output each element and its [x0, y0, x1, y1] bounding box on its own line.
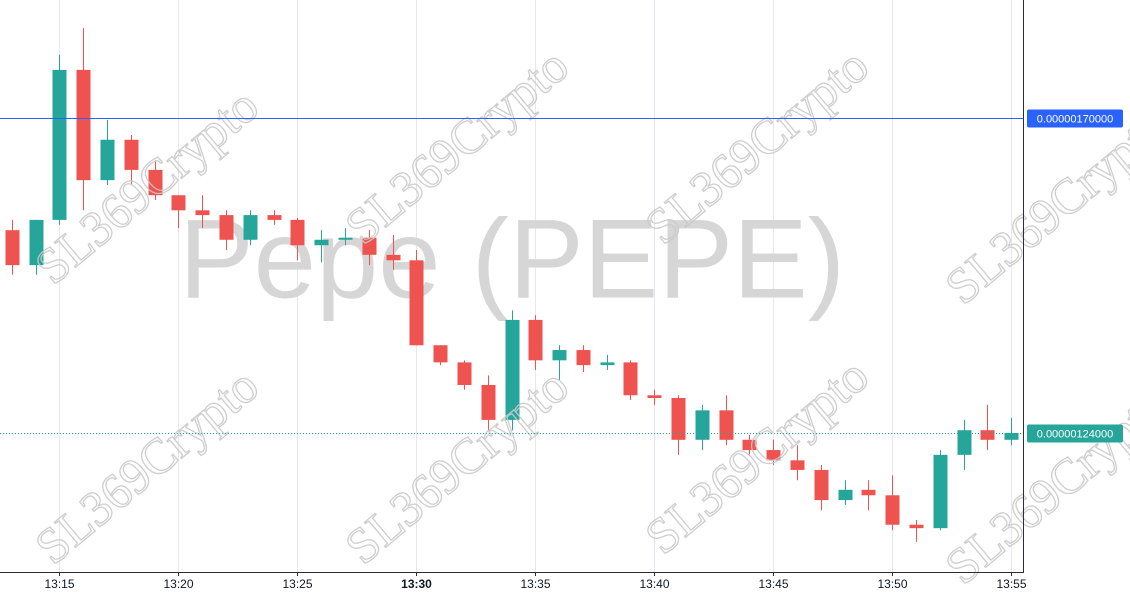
candle-body: [5, 230, 20, 266]
watermark: SL369Crypto: [334, 357, 579, 575]
symbol-watermark: Pepe (PEPE): [179, 197, 845, 322]
candle-body: [243, 215, 258, 240]
candle-body: [124, 139, 139, 170]
watermark: SL369Crypto: [934, 377, 1130, 595]
candle-body: [505, 319, 520, 420]
candle-body: [148, 169, 163, 196]
candle-body: [980, 430, 995, 440]
candle-body: [576, 350, 591, 366]
candle-body: [457, 362, 472, 385]
price-label-box: [1027, 109, 1123, 128]
candle-body: [695, 410, 710, 440]
candle-body: [909, 524, 924, 529]
x-tick-label: 13:25: [282, 577, 312, 591]
candle-body: [195, 210, 210, 216]
candle-body: [766, 450, 781, 461]
price-label-box: [1027, 424, 1123, 443]
candle-body: [647, 395, 662, 399]
x-tick-label: 13:35: [520, 577, 550, 591]
watermark: SL369Crypto: [24, 357, 269, 575]
candle-body: [362, 237, 377, 255]
candles-layer: [5, 28, 1019, 542]
candle-body: [338, 237, 353, 240]
candle-body: [386, 254, 401, 261]
candle-body: [838, 489, 853, 501]
candle-body: [600, 362, 615, 366]
x-tick-label: 13:30: [401, 577, 432, 591]
candle-body: [719, 410, 734, 440]
x-tick-label: 13:50: [877, 577, 907, 591]
axis-layer: 13:15 13:20 13:25 13:30 13:35 13:40 13:45 13:50…: [44, 572, 1027, 591]
candle-body: [219, 215, 234, 240]
candle-body: [790, 460, 805, 470]
x-tick-label: 13:20: [163, 577, 193, 591]
x-tick-label: 13:55: [996, 577, 1026, 591]
watermark: SL369Crypto: [634, 347, 879, 565]
candle-body: [552, 350, 567, 361]
candle-body: [52, 69, 67, 220]
candle-body: [528, 319, 543, 361]
candle-body: [623, 362, 638, 396]
price-label: 0.00000170000: [1037, 113, 1113, 125]
x-tick-label: 13:40: [639, 577, 669, 591]
candle-body: [433, 345, 448, 363]
candle-body: [481, 384, 496, 420]
candle-body: [409, 260, 424, 346]
candle-body: [885, 495, 900, 525]
candle-body: [742, 439, 757, 451]
candle-body: [814, 469, 829, 501]
candle-body: [861, 489, 876, 496]
candle-body: [29, 219, 44, 266]
price-label: 0.00000124000: [1037, 428, 1113, 440]
price-line-layer: 0.00000170000 0.00000124000: [0, 109, 1123, 443]
candle-body: [1004, 432, 1019, 440]
candle-body: [267, 215, 282, 220]
candle-body: [933, 454, 948, 529]
candle-body: [957, 430, 972, 455]
x-tick-label: 13:15: [44, 577, 74, 591]
candle-body: [171, 195, 186, 211]
candle-body: [671, 398, 686, 440]
candle-body: [76, 69, 91, 181]
candle-body: [100, 139, 115, 181]
candle-body: [314, 239, 329, 246]
candle-body: [290, 219, 305, 246]
grid-layer: [59, 0, 1012, 572]
watermark: SL369Crypto: [934, 97, 1130, 315]
x-tick-label: 13:45: [758, 577, 788, 591]
